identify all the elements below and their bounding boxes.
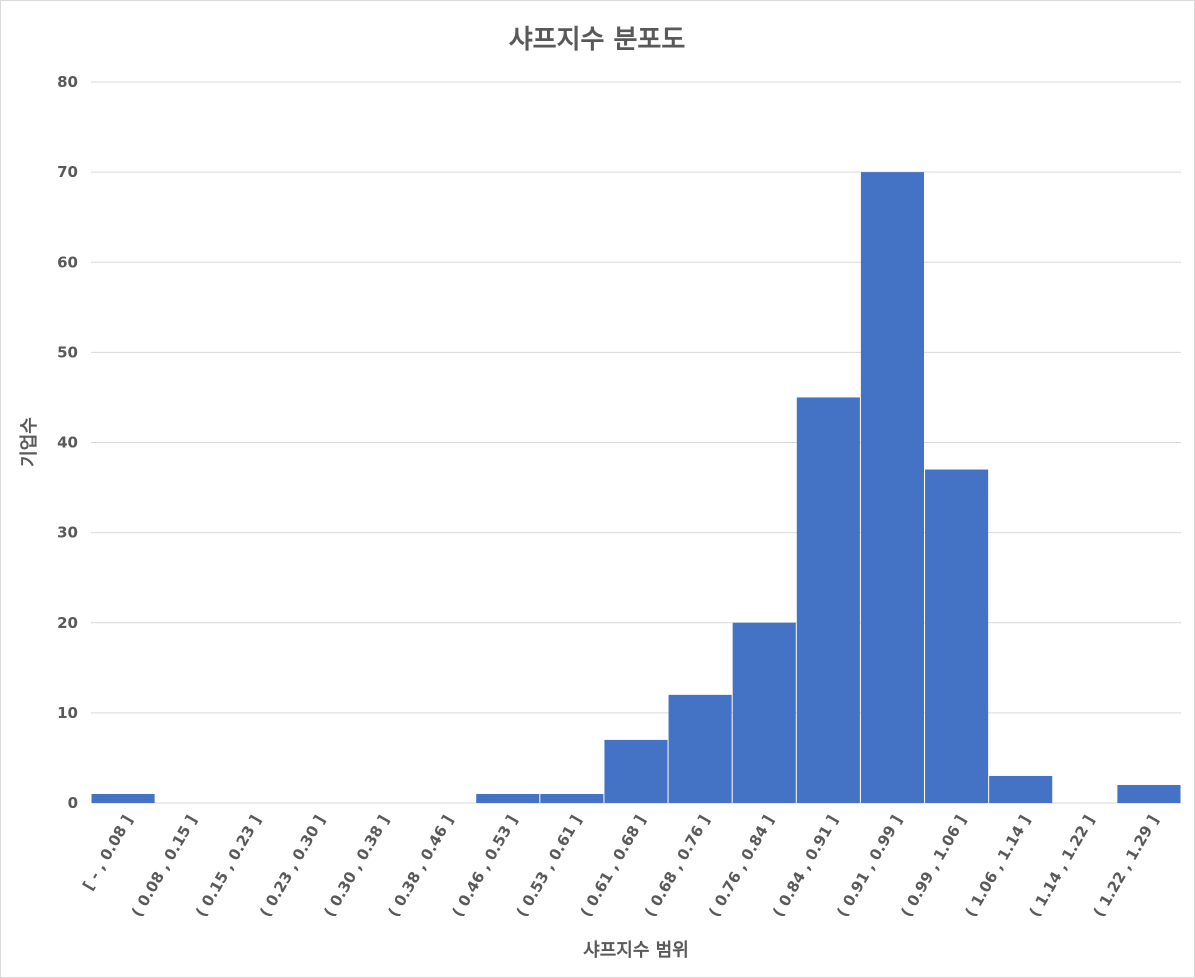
y-tick-label: 10 [57, 704, 78, 722]
histogram-bar [604, 739, 668, 803]
y-tick-label: 40 [57, 434, 78, 452]
y-tick-label: 20 [57, 614, 78, 632]
x-tick-label: ( 1.14 , 1.22 ] [1026, 812, 1099, 920]
histogram-bar [860, 172, 925, 803]
x-tick-label: ( 0.30 , 0.38 ] [320, 812, 393, 920]
x-tick-label: ( 0.38 , 0.46 ] [384, 812, 457, 920]
y-tick-label: 0 [68, 794, 78, 812]
histogram-bar [1117, 784, 1181, 803]
x-tick-label: ( 0.76 , 0.84 ] [705, 812, 778, 920]
y-axis-title: 기업수 [19, 417, 40, 467]
histogram-bar [540, 793, 604, 803]
x-tick-label: ( 0.08 , 0.15 ] [128, 812, 201, 920]
y-axis-ticks: 0 10 20 30 40 50 60 70 80 [57, 73, 78, 812]
x-tick-label: ( 0.61 , 0.68 ] [577, 812, 650, 920]
histogram-bar [796, 397, 860, 803]
y-tick-label: 50 [57, 343, 78, 361]
x-tick-label: ( 0.53 , 0.61 ] [513, 812, 586, 920]
x-tick-label: ( 0.15 , 0.23 ] [192, 812, 265, 920]
x-tick-label: ( 0.99 , 1.06 ] [897, 812, 970, 920]
x-tick-label: ( 0.23 , 0.30 ] [256, 812, 329, 920]
histogram-bar [732, 622, 796, 803]
x-tick-label: ( 1.06 , 1.14 ] [961, 812, 1034, 920]
bars [91, 172, 1181, 803]
y-tick-label: 30 [57, 524, 78, 542]
gridlines [91, 81, 1181, 804]
histogram-bar [989, 775, 1053, 803]
x-tick-label: ( 0.46 , 0.53 ] [448, 812, 521, 920]
histogram-bar [925, 469, 989, 803]
x-tick-label: ( 0.68 , 0.76 ] [641, 812, 714, 920]
x-tick-label: ( 0.84 , 0.91 ] [769, 812, 842, 920]
x-tick-label: ( 1.22 , 1.29 ] [1090, 812, 1163, 920]
y-tick-label: 80 [57, 73, 78, 91]
histogram-bar [91, 793, 155, 803]
chart-title: 샤프지수 분포도 [509, 25, 686, 55]
y-tick-label: 70 [57, 163, 78, 181]
histogram-bar [668, 694, 732, 803]
y-tick-label: 60 [57, 253, 78, 271]
histogram-bar [476, 793, 540, 803]
x-axis-ticks: [ - , 0.08 ]( 0.08 , 0.15 ]( 0.15 , 0.23… [79, 812, 1162, 920]
x-tick-label: [ - , 0.08 ] [79, 812, 136, 893]
x-tick-label: ( 0.91 , 0.99 ] [833, 812, 906, 920]
x-axis-title: 샤프지수 범위 [583, 940, 689, 961]
